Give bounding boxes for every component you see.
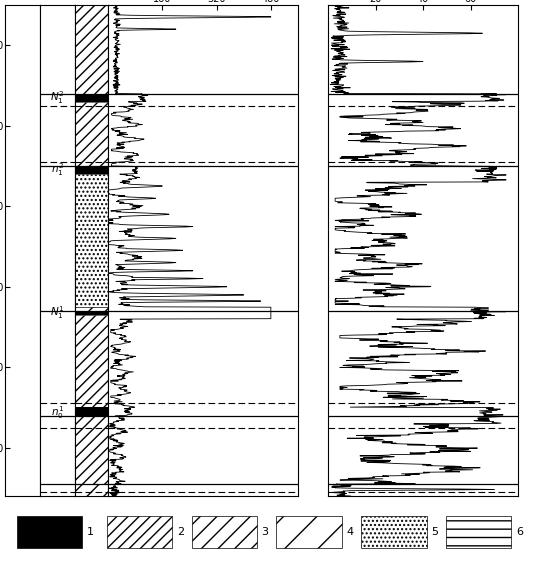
Text: 1: 1	[86, 527, 94, 537]
Bar	[361, 516, 427, 548]
Bar	[75, 415, 108, 484]
Text: $N_1^1$: $N_1^1$	[50, 304, 65, 321]
Bar	[75, 315, 108, 408]
Text: 6: 6	[516, 527, 523, 537]
Text: 5: 5	[431, 527, 438, 537]
Bar	[75, 307, 108, 311]
Bar	[75, 311, 108, 315]
Bar	[276, 516, 342, 548]
Bar	[75, 93, 108, 101]
Text: 4: 4	[347, 527, 353, 537]
Bar	[75, 5, 108, 93]
Bar	[107, 516, 172, 548]
Text: $n_0^1$: $n_0^1$	[51, 405, 64, 422]
Text: $N_1^2$: $N_1^2$	[50, 89, 65, 106]
Bar	[75, 166, 108, 174]
Bar	[75, 174, 108, 307]
Bar	[17, 516, 82, 548]
Bar	[446, 516, 511, 548]
Bar	[191, 516, 257, 548]
Bar	[75, 484, 108, 496]
Text: 3: 3	[262, 527, 268, 537]
Bar	[75, 101, 108, 166]
Text: 2: 2	[177, 527, 184, 537]
Text: $n_1^2$: $n_1^2$	[51, 162, 64, 178]
Bar	[75, 408, 108, 415]
